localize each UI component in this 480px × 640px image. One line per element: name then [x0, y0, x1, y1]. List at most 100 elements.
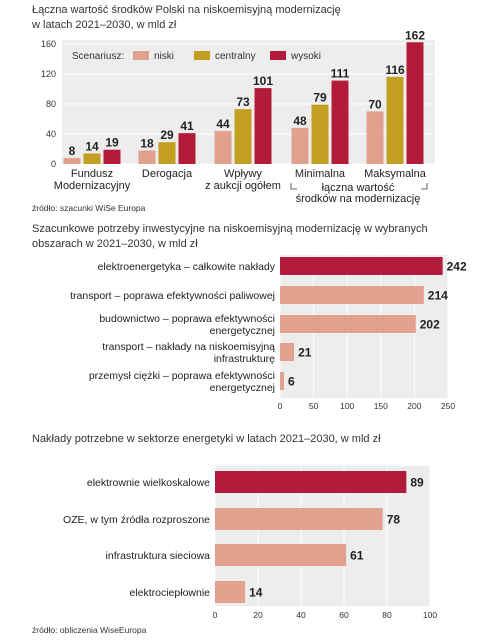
chart3-bar — [215, 471, 407, 493]
chart2-category-label: transport – nakłady na niskoemisyjną — [102, 341, 275, 353]
chart1-bar — [103, 149, 121, 164]
chart3-category-label: OZE, w tym źródła rozproszone — [63, 514, 210, 526]
chart1-value-label: 73 — [236, 95, 250, 109]
chart3-bar — [215, 581, 246, 603]
chart1-category-label: z aukcji ogółem — [205, 180, 281, 192]
chart1-y-tick-label: 0 — [51, 159, 56, 169]
chart1-category-label: Derogacja — [142, 168, 193, 180]
chart2-x-tick-label: 250 — [441, 401, 455, 411]
chart3-value-label: 61 — [350, 549, 364, 563]
chart1-legend-label: wysoki — [290, 51, 321, 62]
chart1-value-label: 44 — [216, 117, 230, 131]
chart2-x-tick-label: 200 — [407, 401, 421, 411]
chart1-category-label: Modernizacyjny — [54, 180, 131, 192]
chart1-y-tick-label: 120 — [41, 69, 56, 79]
chart1-source: źródło: szacunki WiSe Europa — [32, 203, 146, 213]
chart1-bar — [366, 111, 384, 164]
chart2-x-tick-label: 0 — [278, 401, 283, 411]
chart1-value-label: 101 — [253, 74, 273, 88]
chart3-value-label: 89 — [410, 476, 424, 490]
chart3-bar — [215, 544, 347, 566]
chart3-category-label: elektrociepłownie — [129, 587, 210, 599]
chart2-category-label: energetycznej — [210, 325, 275, 337]
chart1-bar — [254, 88, 272, 164]
chart1-legend-label: niski — [154, 51, 174, 62]
chart1-title-line: w latach 2021–2030, w mld zł — [32, 19, 177, 31]
chart1-y-tick-label: 160 — [41, 39, 56, 49]
chart3-bar — [215, 508, 383, 530]
chart1-legend-title: Scenariusz: — [72, 51, 124, 62]
chart1-value-label: 48 — [293, 114, 307, 128]
chart3-x-tick-label: 100 — [423, 610, 437, 620]
chart1-bar — [158, 142, 176, 164]
chart1-y-tick-label: 40 — [46, 129, 56, 139]
chart1-bar — [234, 109, 252, 164]
chart3-x-tick-label: 20 — [253, 610, 263, 620]
chart1-group-bracket — [421, 183, 428, 190]
chart1-value-label: 116 — [385, 63, 405, 77]
chart2-value-label: 202 — [420, 318, 440, 332]
chart1-title-line: Łączna wartość środków Polski na niskoem… — [32, 4, 341, 16]
chart1-value-label: 111 — [331, 67, 350, 81]
chart1-value-label: 70 — [368, 97, 382, 111]
chart1-category-label: Minimalna — [295, 168, 346, 180]
chart2-bar — [280, 257, 443, 275]
chart2-bar — [280, 286, 424, 304]
chart2-title-line: Szacunkowe potrzeby inwestycyjne na nisk… — [32, 223, 428, 235]
chart1-value-label: 14 — [85, 139, 99, 153]
chart1-group-label: łączna wartość — [322, 182, 395, 194]
chart1-group-bracket — [290, 183, 297, 190]
chart1-value-label: 18 — [140, 136, 154, 150]
chart1-bar — [331, 80, 349, 164]
chart2-title: Szacunkowe potrzeby inwestycyjne na nisk… — [32, 222, 428, 252]
chart3-x-tick-label: 40 — [296, 610, 306, 620]
chart1-group-label: środków na modernizację — [296, 193, 421, 205]
chart1-bar — [311, 104, 329, 164]
chart2-category-label: infrastrukturę — [214, 353, 275, 365]
chart1-bar — [406, 42, 424, 164]
chart3-value-label: 78 — [387, 513, 401, 527]
chart3-title: Nakłady potrzebne w sektorze energetyki … — [32, 432, 381, 447]
chart2-value-label: 6 — [288, 375, 295, 389]
chart3-x-tick-label: 80 — [382, 610, 392, 620]
chart3-category-label: elektrownie wielkoskalowe — [87, 477, 210, 489]
chart1-bar — [386, 76, 404, 164]
chart1-bar — [83, 153, 101, 164]
chart3-title-line: Nakłady potrzebne w sektorze energetyki … — [32, 433, 381, 445]
chart2-title-line: obszarach w 2021–2030, w mld zł — [32, 238, 198, 250]
chart1-value-label: 8 — [69, 144, 76, 158]
chart2-value-label: 242 — [447, 260, 467, 274]
chart1-legend-label: centralny — [215, 51, 256, 62]
chart3-x-tick-label: 0 — [213, 610, 218, 620]
chart2-x-tick-label: 100 — [340, 401, 354, 411]
chart2-category-label: elektroenergetyka – całkowite nakłady — [98, 261, 276, 273]
chart2-bar — [280, 372, 285, 390]
chart2-category-label: transport – poprawa efektywności paliwow… — [70, 290, 275, 302]
chart1-legend-swatch — [270, 51, 286, 60]
chart1-bar — [63, 157, 81, 164]
chart3-value-label: 14 — [249, 586, 263, 600]
chart3-x-tick-label: 60 — [339, 610, 349, 620]
chart1-category-label: Fundusz — [71, 168, 113, 180]
chart2-category-label: energetycznej — [210, 382, 275, 394]
chart1-bar — [178, 133, 196, 164]
chart1-y-tick-label: 80 — [46, 99, 56, 109]
chart1-value-label: 79 — [313, 91, 327, 105]
chart2-value-label: 214 — [428, 289, 448, 303]
chart1-legend-swatch — [133, 51, 149, 60]
chart2-category-label: budownictwo – poprawa efektywności — [99, 313, 275, 325]
chart1-legend-swatch — [194, 51, 210, 60]
chart1-value-label: 162 — [405, 28, 425, 42]
chart1-category-label: Wpływy — [224, 168, 262, 180]
chart1-bar — [138, 150, 156, 164]
chart3-category-label: infrastruktura sieciowa — [106, 550, 211, 562]
chart2-x-tick-label: 150 — [374, 401, 388, 411]
chart2-x-tick-label: 50 — [309, 401, 319, 411]
chart3-source: źródło: obliczenia WiseEuropa — [32, 625, 147, 635]
chart1-title: Łączna wartość środków Polski na niskoem… — [32, 3, 341, 33]
chart2-value-label: 21 — [298, 346, 312, 360]
chart2-bar — [280, 315, 416, 333]
chart2-bar — [280, 343, 295, 361]
chart1-value-label: 19 — [105, 136, 119, 150]
